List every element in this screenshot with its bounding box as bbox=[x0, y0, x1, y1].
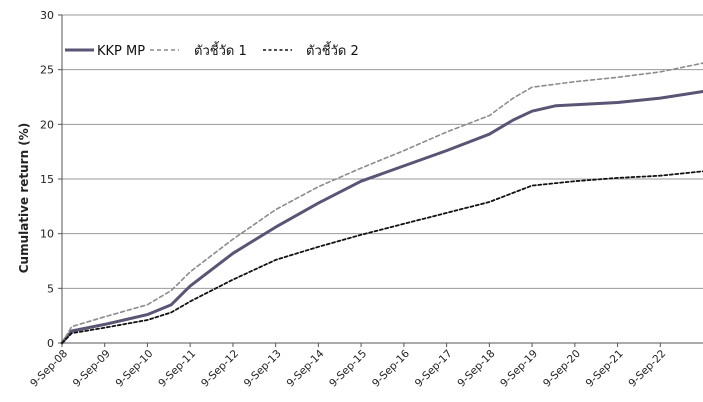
legend: KKP MP ตัวชี้วัด 1 ตัวชี้วัด 2 bbox=[65, 41, 359, 59]
y-tick-label: 15 bbox=[40, 173, 54, 186]
x-tick-label: 9-Sep-11 bbox=[156, 348, 198, 390]
series-lines bbox=[60, 62, 703, 345]
x-tick-label: 9-Sep-16 bbox=[370, 347, 412, 389]
y-tick-label: 20 bbox=[40, 118, 54, 131]
x-tick-label: 9-Sep-17 bbox=[413, 348, 455, 390]
x-tick-label: 9-Sep-21 bbox=[584, 348, 626, 390]
x-tick-label: 9-Sep-22 bbox=[626, 348, 668, 390]
gridlines bbox=[62, 14, 703, 289]
x-tick-label: 9-Sep-14 bbox=[284, 347, 326, 389]
y-tick-label: 10 bbox=[40, 228, 54, 241]
series-line-1 bbox=[60, 90, 703, 345]
x-tick-label: 9-Sep-09 bbox=[71, 348, 113, 390]
y-tick-label: 30 bbox=[40, 9, 54, 22]
x-tick-label: 9-Sep-08 bbox=[28, 348, 70, 390]
legend-label-1: KKP MP bbox=[97, 44, 145, 59]
y-tick-label: 5 bbox=[47, 282, 54, 295]
x-tick-label: 9-Sep-19 bbox=[498, 348, 540, 390]
x-tick-label: 9-Sep-15 bbox=[327, 348, 369, 390]
series-line-2 bbox=[61, 62, 703, 344]
x-tick-label: 9-Sep-20 bbox=[541, 348, 583, 390]
x-tick-label: 9-Sep-18 bbox=[455, 348, 497, 390]
x-tick-label: 9-Sep-12 bbox=[199, 348, 241, 390]
series-line-3 bbox=[61, 170, 703, 344]
y-tick-label: 0 bbox=[47, 337, 54, 350]
x-tick-label: 9-Sep-13 bbox=[242, 348, 284, 390]
x-tick-label: 9-Sep-10 bbox=[114, 348, 156, 390]
y-tick-label: 25 bbox=[40, 64, 54, 77]
legend-label-2: ตัวชี้วัด 1 bbox=[194, 41, 247, 59]
legend-label-3: ตัวชี้วัด 2 bbox=[306, 41, 359, 59]
y-axis-label: Cumulative return (%) bbox=[17, 123, 31, 274]
